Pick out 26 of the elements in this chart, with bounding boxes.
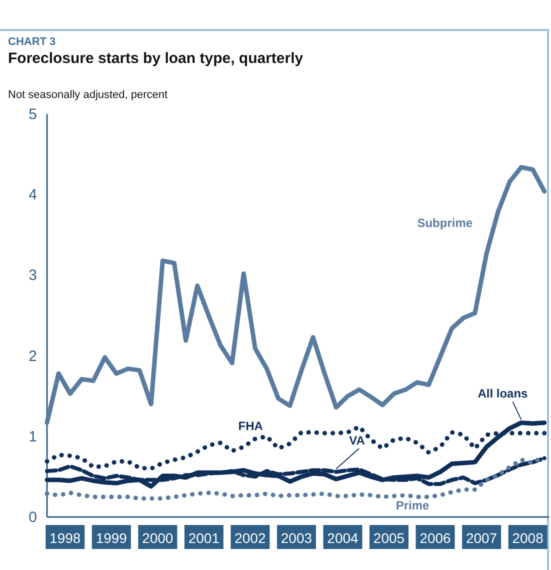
x-tick-label: 2003 bbox=[280, 530, 312, 546]
caption: CHART 3 bbox=[8, 36, 56, 48]
y-tick-label: 3 bbox=[28, 267, 37, 284]
x-tick-label: 1998 bbox=[50, 530, 81, 546]
x-tick-label: 2006 bbox=[420, 530, 452, 546]
x-tick-label: 2005 bbox=[373, 530, 405, 546]
y-tick-label: 0 bbox=[28, 509, 37, 526]
series-label: VA bbox=[349, 433, 366, 448]
chart-title: Foreclosure starts by loan type, quarterly bbox=[8, 50, 304, 67]
y-tick-label: 5 bbox=[28, 106, 37, 123]
x-tick-label: 1999 bbox=[96, 530, 128, 546]
series-label: Prime bbox=[396, 498, 430, 513]
series-label: All loans bbox=[478, 386, 528, 401]
line-series bbox=[44, 420, 547, 489]
x-tick-label: 2008 bbox=[512, 530, 544, 546]
x-tick-label: 2001 bbox=[188, 530, 220, 546]
y-tick-label: 2 bbox=[28, 348, 37, 365]
y-tick-label: 4 bbox=[28, 186, 37, 204]
series-label: Subprime bbox=[417, 216, 473, 230]
x-tick-label: 2004 bbox=[327, 530, 359, 546]
y-axis-title: Not seasonally adjusted, percent bbox=[8, 89, 168, 101]
x-tick-label: 2000 bbox=[142, 530, 174, 546]
series-label: FHA bbox=[238, 418, 264, 433]
y-tick-label: 1 bbox=[28, 428, 37, 446]
x-tick-label: 2002 bbox=[234, 530, 266, 546]
x-tick-label: 2007 bbox=[466, 530, 498, 546]
